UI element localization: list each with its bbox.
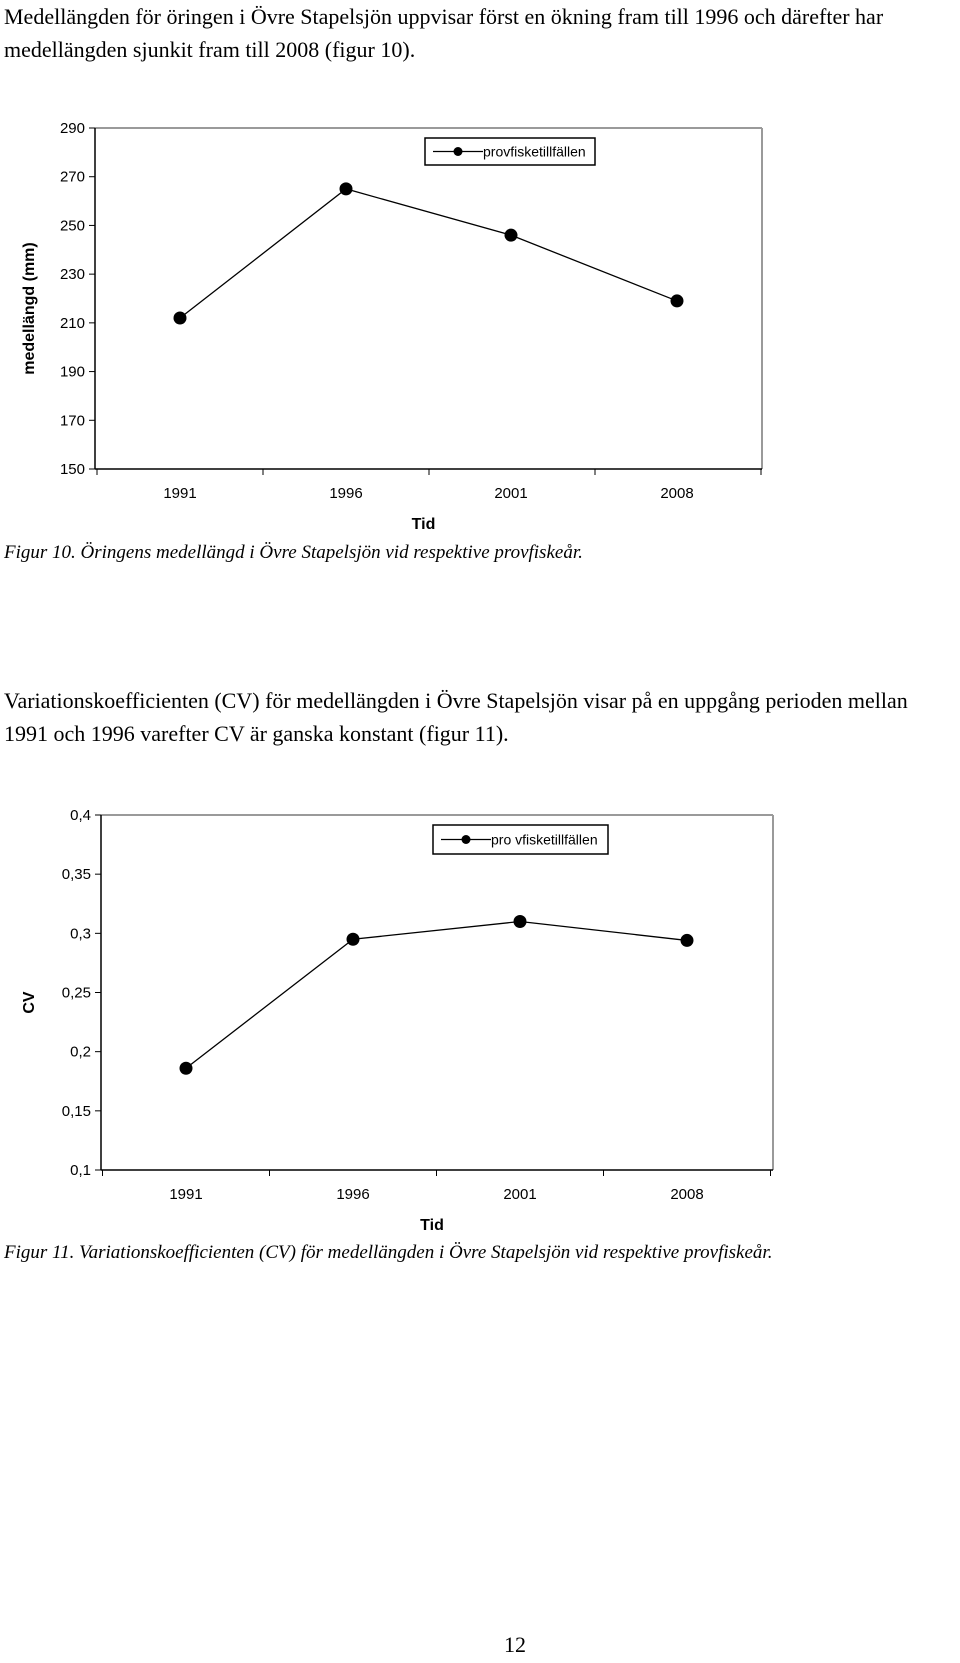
chart1-data-point [513, 915, 527, 928]
chart1-legend-label: pro vfisketillfällen [491, 832, 598, 848]
chart0-series-line [179, 188, 678, 319]
chart1-y-tick-label: 0,15 [62, 1103, 91, 1120]
chart1-x-tick-label: 1991 [169, 1186, 202, 1203]
chart1-data-point [680, 933, 694, 947]
chart1-x-tick-label: 1996 [336, 1186, 369, 1203]
chart0-y-tick-label: 150 [60, 461, 85, 478]
chart1-y-tick-label: 0,4 [70, 807, 91, 824]
chart0-y-tick-label: 170 [60, 412, 85, 429]
chart1-y-tick-label: 0,2 [70, 1044, 91, 1061]
chart1-data-point [179, 1061, 193, 1075]
paragraph-cv: Variationskoefficienten (CV) för medellä… [4, 688, 908, 746]
page-number: 12 [504, 1632, 526, 1657]
chart0-y-tick-label: 270 [60, 169, 85, 186]
chart1-y-tick-label: 0,35 [62, 866, 91, 883]
chart0-y-tick-label: 210 [60, 315, 85, 332]
chart-cv: 0,1 0,15 0,2 0,25 0,3 0,35 0,4 1991 1996 2001 2008… [21, 807, 774, 1234]
chart0-data-point [670, 294, 684, 308]
chart0-y-axis-title: medellängd (mm) [21, 242, 38, 374]
chart0-y-tick-label: 250 [60, 217, 85, 234]
chart1-x-tick-label: 2001 [503, 1186, 536, 1203]
paragraph-mean-length: Medellängden för öringen i Övre Stapelsj… [4, 4, 884, 62]
chart-mean-length: 150 170 190 210 230 250 270 290 1991 1996 2001 2008… [21, 120, 763, 533]
chart0-y-tick-label: 290 [60, 120, 85, 137]
chart0-y-tick-label: 190 [60, 364, 85, 381]
chart0-data-point [339, 182, 353, 196]
chart1-y-axis-title: CV [21, 991, 38, 1014]
chart0-x-tick-label: 1991 [163, 485, 196, 502]
chart1-y-tick-label: 0,3 [70, 925, 91, 942]
chart0-legend-marker [453, 147, 463, 156]
chart0-x-tick-label: 2008 [660, 485, 693, 502]
chart0-y-tick-label: 230 [60, 266, 85, 283]
caption-figure-10: Figur 10. Öringens medellängd i Övre Sta… [4, 542, 583, 563]
caption-figure-11: Figur 11. Variationskoefficienten (CV) f… [4, 1242, 773, 1263]
chart1-data-point [346, 932, 360, 946]
chart0-x-axis-title: Tid [412, 516, 436, 533]
chart1-y-tick-label: 0,1 [70, 1162, 91, 1179]
chart1-x-tick-label: 2008 [670, 1186, 703, 1203]
chart0-data-point [504, 228, 518, 242]
chart1-series-line [185, 920, 688, 1069]
chart0-data-point [173, 311, 187, 325]
chart1-legend-marker [461, 835, 471, 844]
chart0-legend-label: provfisketillfällen [483, 144, 586, 160]
chart0-x-tick-label: 2001 [494, 485, 527, 502]
chart0-x-tick-label: 1996 [329, 485, 362, 502]
chart1-y-tick-label: 0,25 [62, 985, 91, 1002]
chart1-x-axis-title: Tid [420, 1217, 444, 1234]
